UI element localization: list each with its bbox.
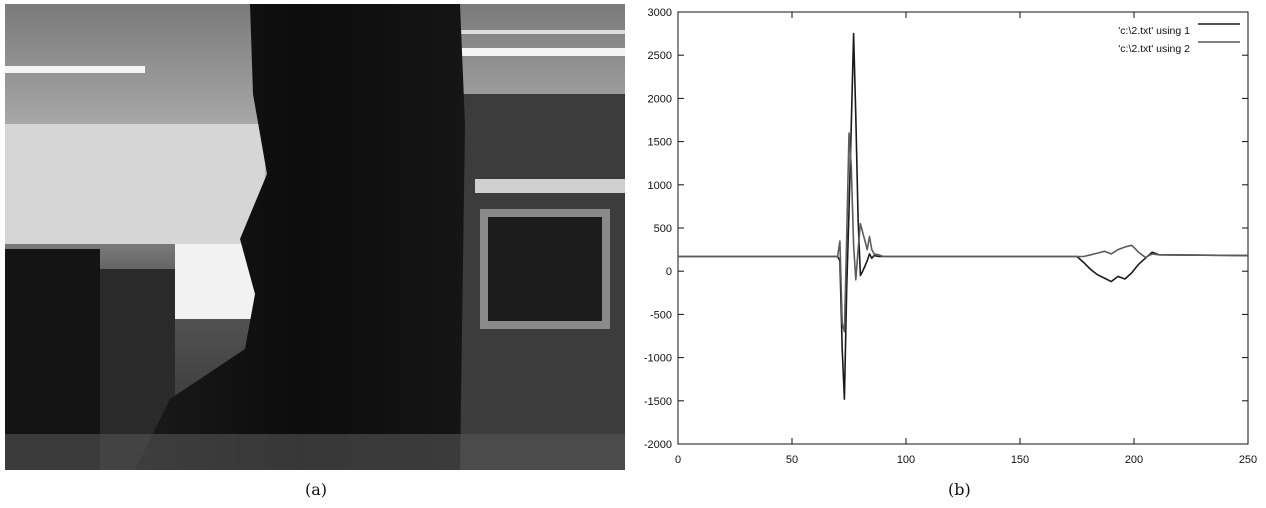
- caption-b: (b): [948, 480, 971, 499]
- plot-frame: [677, 11, 1249, 445]
- cabinet-left: [5, 249, 100, 470]
- y-tick-label: 0: [666, 266, 672, 278]
- chart-panel: 0 50 100 150 200 250 -2000 -1500 -1000 -500 0 500 10…: [630, 0, 1266, 470]
- y-tick-label: -1000: [644, 353, 672, 365]
- y-tick-label: -2000: [644, 439, 672, 451]
- floor: [5, 434, 625, 470]
- y-tick-label: 2500: [648, 50, 672, 62]
- x-tick-label: 200: [1125, 454, 1143, 466]
- right-wall-highlight: [475, 179, 625, 193]
- ceiling-light-left: [5, 66, 145, 73]
- x-tick-label: 150: [1011, 454, 1029, 466]
- x-tick-label: 100: [897, 454, 915, 466]
- x-tick-label: 0: [675, 454, 681, 466]
- person-silhouette: [135, 4, 465, 470]
- series-line-2: [678, 132, 1249, 333]
- series-line-1: [678, 32, 1249, 400]
- y-tick-label: 500: [654, 223, 672, 235]
- line-chart: 0 50 100 150 200 250 -2000 -1500 -1000 -500 0 500 10…: [644, 7, 1257, 466]
- caption-a: (a): [305, 480, 328, 499]
- x-tick-label: 250: [1239, 454, 1257, 466]
- y-tick-label: -1500: [644, 396, 672, 408]
- monitor-screen: [488, 217, 602, 321]
- legend-label-1: 'c:\2.txt' using 1: [1118, 25, 1190, 37]
- legend-label-2: 'c:\2.txt' using 2: [1118, 43, 1190, 55]
- window-area: [5, 124, 265, 244]
- y-tick-label: 1500: [648, 137, 672, 149]
- ceiling-light-far: [455, 30, 625, 34]
- y-tick-label: 3000: [648, 7, 672, 19]
- office-scene-photo: [5, 4, 625, 470]
- y-tick-label: -500: [650, 309, 672, 321]
- bright-panel: [175, 244, 255, 319]
- ceiling-light-right: [445, 48, 625, 56]
- y-tick-label: 2000: [648, 93, 672, 105]
- x-tick-label: 50: [786, 454, 798, 466]
- photo-panel: [5, 4, 625, 470]
- y-tick-label: 1000: [648, 180, 672, 192]
